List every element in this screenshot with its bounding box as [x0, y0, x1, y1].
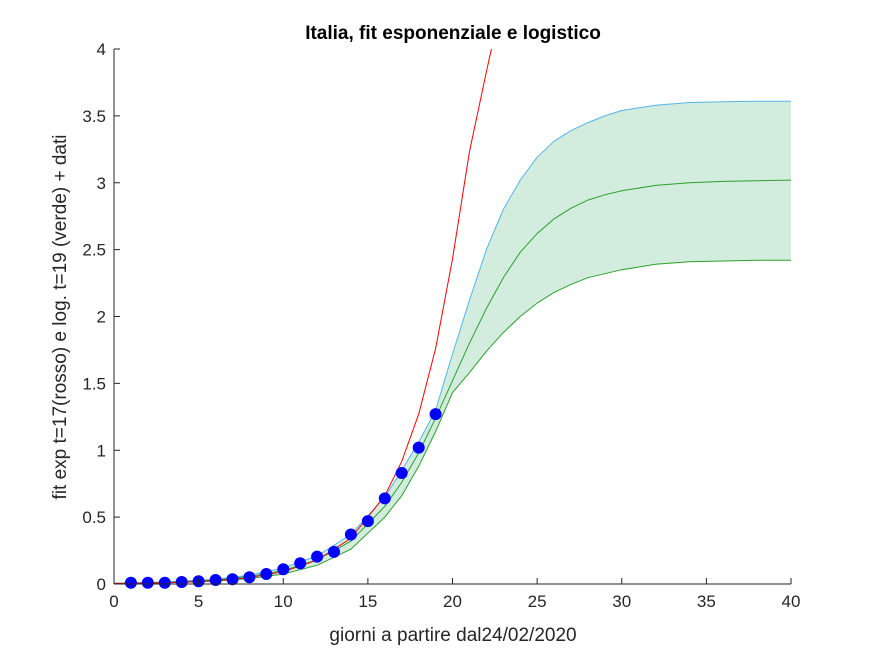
data-point	[277, 563, 290, 576]
y-tick-label: 4	[97, 40, 106, 59]
x-axis-label: giorni a partire dal24/02/2020	[329, 625, 576, 646]
x-tick-label: 20	[443, 592, 462, 611]
data-point	[141, 576, 154, 589]
axes	[113, 48, 792, 585]
y-tick-label: 1.5	[82, 374, 106, 393]
y-tick-label: 2	[97, 308, 106, 327]
x-tick-label: 0	[109, 592, 118, 611]
data-point	[412, 441, 425, 454]
data-point	[209, 574, 222, 586]
data-point	[361, 515, 374, 528]
x-tick-label: 35	[697, 592, 716, 611]
data-point	[260, 568, 273, 580]
x-tick-label: 10	[274, 592, 293, 611]
x-tick-label: 25	[528, 592, 547, 611]
data-point	[226, 573, 239, 586]
data-point	[395, 467, 408, 479]
data-point	[294, 557, 307, 570]
data-point	[328, 545, 340, 558]
x-tick-label: 30	[612, 592, 631, 611]
y-tick-label: 0.5	[82, 508, 106, 527]
y-axis-label: fit exp t=17(rosso) e log. t=19 (verde) …	[50, 135, 71, 500]
plot-area	[113, 48, 792, 589]
y-tick-label: 0	[97, 575, 106, 594]
data-point	[175, 576, 188, 588]
data-point	[311, 550, 324, 563]
data-point	[243, 571, 256, 584]
y-tick-label: 3.5	[82, 107, 106, 126]
y-tick-label: 2.5	[82, 241, 106, 260]
x-tick-label: 40	[782, 592, 801, 611]
confidence-band-area	[114, 101, 791, 584]
data-point	[158, 576, 171, 589]
data-point	[344, 528, 357, 541]
chart-title: Italia, fit esponenziale e logistico	[305, 23, 601, 44]
data-point	[378, 492, 391, 505]
x-tick-label: 15	[358, 592, 377, 611]
tick-labels: 0 5 10 15 20 25 30 35 40 0 0.5 1 1.5 2 2.5 3 3.5 4	[82, 40, 800, 611]
y-tick-label: 1	[97, 441, 106, 460]
x-tick-label: 5	[194, 592, 203, 611]
data-point	[124, 576, 137, 589]
y-tick-label: 3	[97, 174, 106, 193]
data-point	[429, 408, 442, 421]
